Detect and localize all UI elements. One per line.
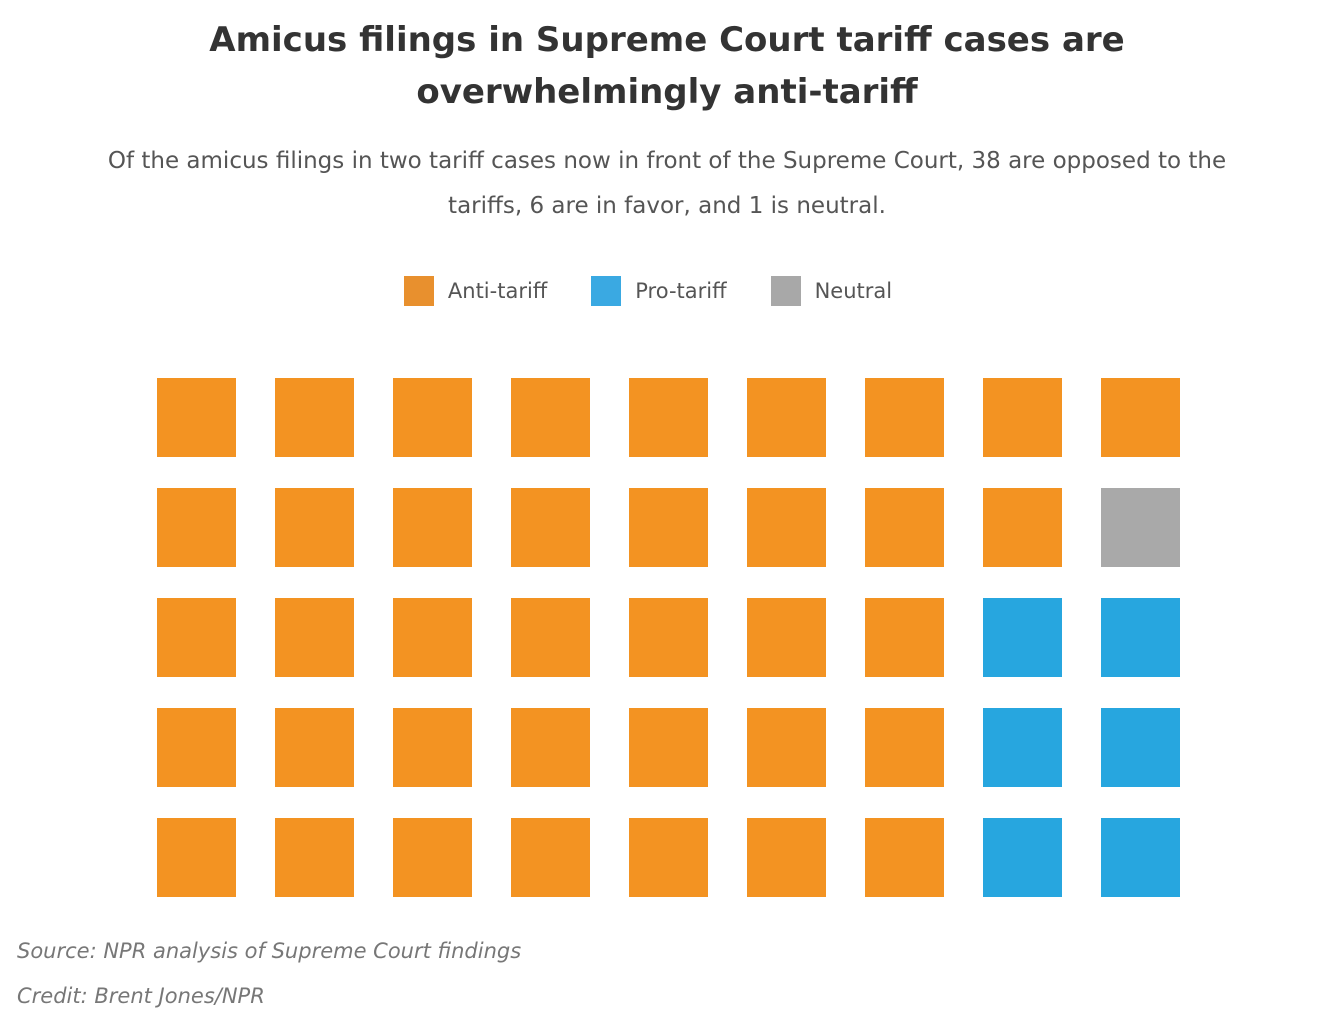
legend-item-anti-tariff: Anti-tariff bbox=[403, 276, 548, 306]
waffle-cell-anti-tariff bbox=[747, 378, 826, 457]
chart-title-line-2: overwhelmingly anti-tariff bbox=[416, 72, 918, 112]
waffle-cell-anti-tariff bbox=[157, 598, 236, 677]
waffle-cell-anti-tariff bbox=[275, 708, 354, 787]
waffle-cell-anti-tariff bbox=[629, 818, 708, 897]
waffle-cell-anti-tariff bbox=[511, 818, 590, 897]
waffle-cell-anti-tariff bbox=[275, 598, 354, 677]
legend-label-pro-tariff: Pro-tariff bbox=[635, 279, 727, 303]
waffle-cell-anti-tariff bbox=[747, 708, 826, 787]
waffle-cell-anti-tariff bbox=[157, 818, 236, 897]
waffle-cell-anti-tariff bbox=[511, 598, 590, 677]
waffle-cell-anti-tariff bbox=[393, 378, 472, 457]
waffle-cell-anti-tariff bbox=[275, 488, 354, 567]
legend-item-pro-tariff: Pro-tariff bbox=[591, 276, 727, 306]
waffle-cell-anti-tariff bbox=[393, 598, 472, 677]
waffle-cell-anti-tariff bbox=[393, 708, 472, 787]
waffle-cell-pro-tariff bbox=[983, 598, 1062, 677]
waffle-cell-anti-tariff bbox=[511, 488, 590, 567]
waffle-cell-anti-tariff bbox=[747, 598, 826, 677]
waffle-cell-anti-tariff bbox=[393, 818, 472, 897]
waffle-cell-pro-tariff bbox=[983, 818, 1062, 897]
waffle-cell-pro-tariff bbox=[1101, 598, 1180, 677]
waffle-cell-anti-tariff bbox=[511, 708, 590, 787]
legend-item-neutral: Neutral bbox=[770, 276, 893, 306]
waffle-cell-anti-tariff bbox=[865, 708, 944, 787]
waffle-cell-anti-tariff bbox=[511, 378, 590, 457]
legend-swatch-pro-tariff bbox=[591, 276, 622, 306]
waffle-cell-anti-tariff bbox=[393, 488, 472, 567]
waffle-cell-anti-tariff bbox=[157, 708, 236, 787]
source-note: Source: NPR analysis of Supreme Court fi… bbox=[17, 939, 522, 963]
legend-label-neutral: Neutral bbox=[814, 279, 893, 303]
waffle-cell-anti-tariff bbox=[629, 598, 708, 677]
credit-note: Credit: Brent Jones/NPR bbox=[17, 984, 265, 1008]
waffle-cell-anti-tariff bbox=[865, 818, 944, 897]
waffle-cell-pro-tariff bbox=[1101, 708, 1180, 787]
chart-subtitle-line-1: Of the amicus filings in two tariff case… bbox=[107, 148, 1227, 174]
waffle-cell-anti-tariff bbox=[157, 378, 236, 457]
waffle-cell-pro-tariff bbox=[983, 708, 1062, 787]
legend-swatch-anti-tariff bbox=[403, 276, 434, 306]
waffle-cell-anti-tariff bbox=[747, 488, 826, 567]
legend-label-anti-tariff: Anti-tariff bbox=[447, 279, 548, 303]
waffle-cell-anti-tariff bbox=[747, 818, 826, 897]
waffle-cell-anti-tariff bbox=[865, 378, 944, 457]
chart-title-line-1: Amicus filings in Supreme Court tariff c… bbox=[209, 20, 1125, 60]
waffle-cell-anti-tariff bbox=[1101, 378, 1180, 457]
legend-swatch-neutral bbox=[770, 276, 801, 306]
waffle-cell-anti-tariff bbox=[983, 378, 1062, 457]
waffle-cell-anti-tariff bbox=[275, 818, 354, 897]
waffle-cell-anti-tariff bbox=[629, 708, 708, 787]
waffle-cell-anti-tariff bbox=[275, 378, 354, 457]
waffle-cell-neutral bbox=[1101, 488, 1180, 567]
waffle-cell-anti-tariff bbox=[983, 488, 1062, 567]
waffle-cell-anti-tariff bbox=[157, 488, 236, 567]
waffle-cell-pro-tariff bbox=[1101, 818, 1180, 897]
waffle-cell-anti-tariff bbox=[629, 488, 708, 567]
waffle-cell-anti-tariff bbox=[865, 598, 944, 677]
chart-subtitle: Of the amicus filings in two tariff case… bbox=[0, 139, 1334, 229]
waffle-cell-anti-tariff bbox=[629, 378, 708, 457]
waffle-cell-anti-tariff bbox=[865, 488, 944, 567]
chart-title: Amicus filings in Supreme Court tariff c… bbox=[0, 14, 1334, 118]
chart-legend: Anti-tariff Pro-tariff Neutral bbox=[0, 276, 1296, 306]
chart-subtitle-line-2: tariffs, 6 are in favor, and 1 is neutra… bbox=[448, 193, 886, 219]
